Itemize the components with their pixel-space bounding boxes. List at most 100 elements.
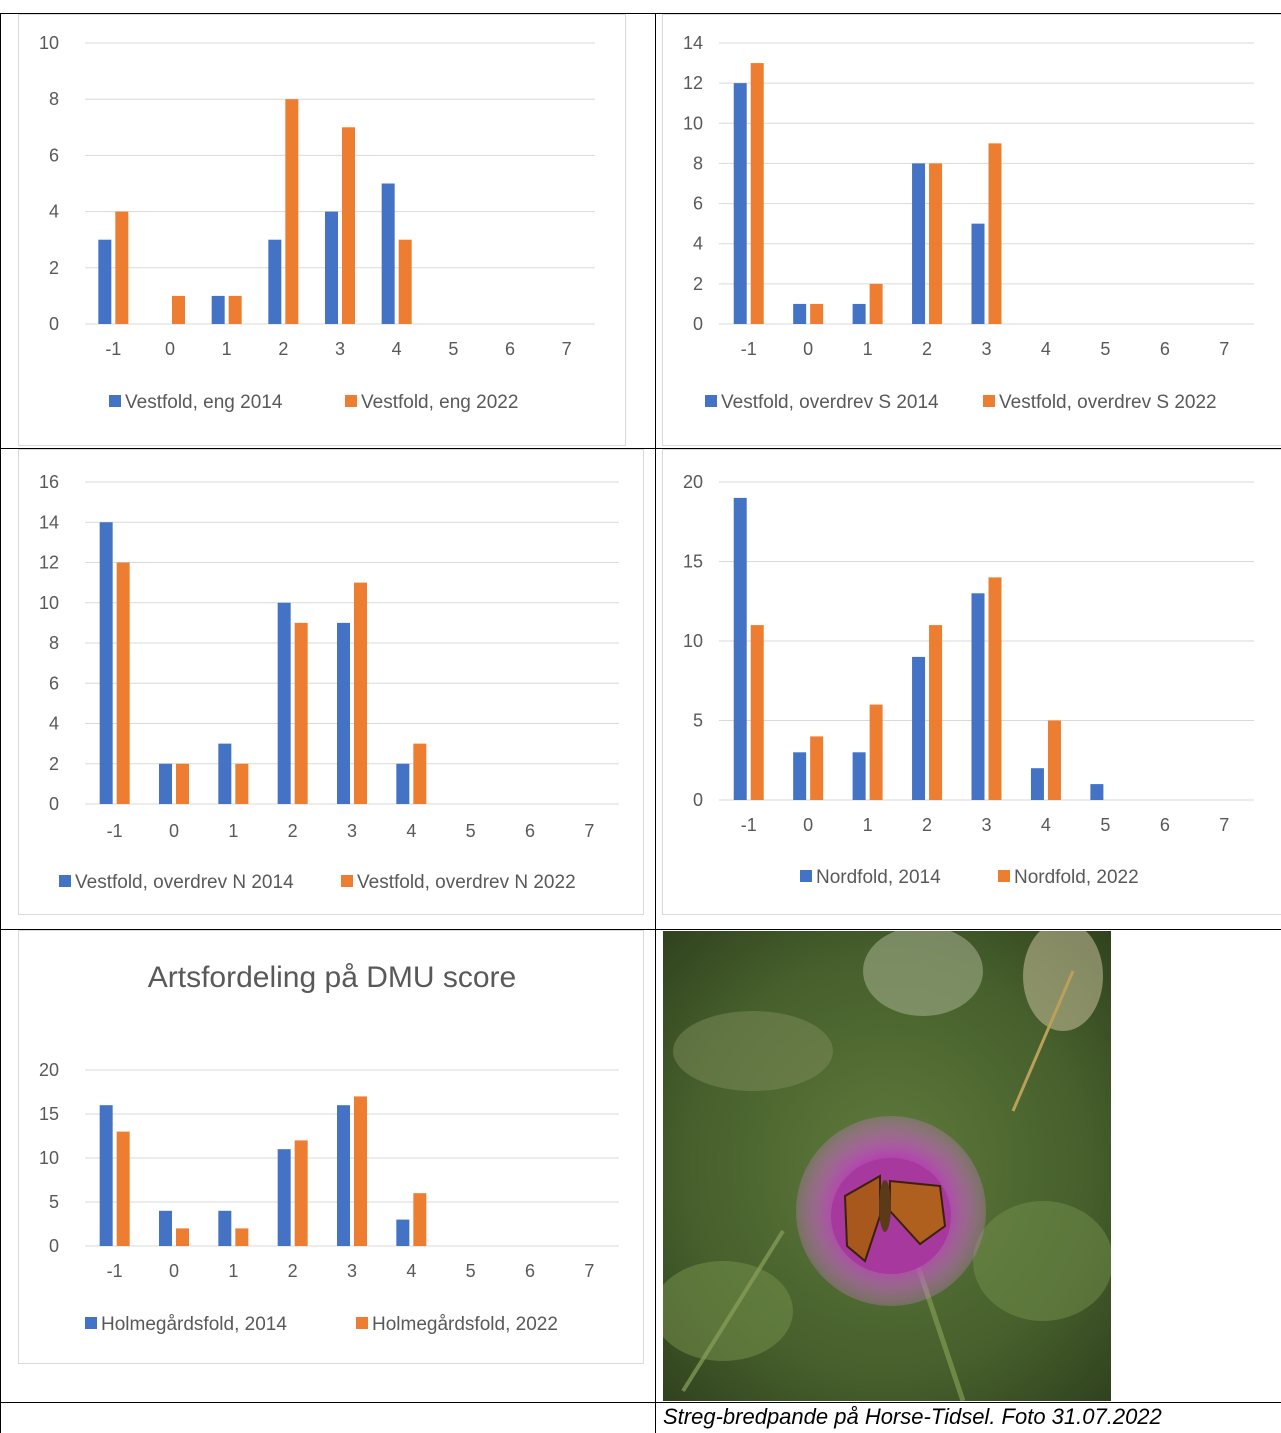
bar-2014 bbox=[277, 602, 291, 804]
bar-2022 bbox=[413, 1193, 427, 1246]
x-tick-label: 6 bbox=[1160, 815, 1170, 835]
y-tick-label: 4 bbox=[49, 714, 59, 734]
butterfly-photo bbox=[663, 931, 1111, 1401]
bar-2022 bbox=[176, 763, 189, 804]
y-tick-label: 12 bbox=[683, 73, 703, 93]
bar-2014 bbox=[325, 211, 338, 324]
bar-2022 bbox=[1047, 720, 1061, 800]
x-tick-label: 0 bbox=[803, 815, 813, 835]
y-tick-label: 8 bbox=[49, 633, 59, 653]
x-tick-label: 6 bbox=[505, 339, 515, 359]
chart-nordfold: 0 5 10 15 20 -1 0 1 2 3 4 5 6 7 Nordfold, 2014 Nordfold… bbox=[662, 449, 1281, 915]
y-tick-label: 5 bbox=[49, 1192, 59, 1212]
bar-2014 bbox=[912, 656, 926, 800]
bar-2014 bbox=[793, 303, 807, 324]
legend-label: Vestfold, eng 2014 bbox=[125, 392, 283, 413]
bar-2014 bbox=[793, 752, 807, 800]
chart-vestfold-overdrev-n: 0 2 4 6 8 10 12 14 16 -1 0 1 2 3 4 5 6 7 Vestfold, overdre… bbox=[18, 449, 644, 915]
x-tick-label: 1 bbox=[228, 821, 238, 841]
y-tick-label: 20 bbox=[39, 1060, 59, 1080]
x-tick-label: 1 bbox=[222, 339, 232, 359]
bar-2014 bbox=[99, 522, 113, 804]
y-tick-label: 10 bbox=[683, 113, 703, 133]
legend-label: Vestfold, overdrev N 2014 bbox=[75, 872, 294, 893]
table-column-divider bbox=[655, 13, 656, 1433]
y-tick-label: 12 bbox=[39, 553, 59, 573]
bar-2014 bbox=[852, 303, 866, 324]
x-tick-label: 0 bbox=[169, 1261, 179, 1281]
x-tick-label: 1 bbox=[863, 339, 873, 359]
bar-2014 bbox=[381, 183, 395, 324]
x-tick-label: 6 bbox=[525, 821, 535, 841]
bar-2022 bbox=[413, 743, 427, 804]
x-tick-label: 4 bbox=[1041, 339, 1051, 359]
x-tick-label: 7 bbox=[584, 821, 594, 841]
table-border-top bbox=[0, 13, 1281, 14]
table-row-divider-3 bbox=[0, 1402, 1281, 1403]
legend-label: Nordfold, 2022 bbox=[1014, 867, 1139, 888]
chart-holmegaardsfold: Artsfordeling på DMU score 0 5 10 15 20 -1 0 1 2 3… bbox=[18, 930, 644, 1364]
x-tick-label: 7 bbox=[1219, 815, 1229, 835]
y-tick-label: 4 bbox=[693, 234, 703, 254]
bar-2022 bbox=[750, 625, 764, 800]
bar-2022 bbox=[116, 562, 130, 804]
bar-2022 bbox=[172, 295, 185, 324]
x-tick-label: 3 bbox=[347, 1261, 357, 1281]
x-tick-label: 2 bbox=[278, 339, 288, 359]
chart-vestfold-eng: 0 2 4 6 8 10 -1 0 1 2 3 4 5 6 7 Vestfold, eng 2014 Vestf… bbox=[18, 14, 626, 446]
y-tick-label: 5 bbox=[693, 711, 703, 731]
x-tick-label: 5 bbox=[448, 339, 458, 359]
y-tick-label: 10 bbox=[39, 593, 59, 613]
bar-2022 bbox=[176, 1228, 189, 1246]
x-tick-label: 2 bbox=[288, 1261, 298, 1281]
bar-2014 bbox=[159, 763, 172, 804]
x-tick-label: 5 bbox=[466, 1261, 476, 1281]
y-tick-label: 2 bbox=[693, 274, 703, 294]
photo-caption: Streg-bredpande på Horse-Tidsel. Foto 31… bbox=[663, 1404, 1162, 1429]
y-tick-label: 4 bbox=[49, 202, 59, 222]
x-tick-label: 5 bbox=[1100, 815, 1110, 835]
y-tick-label: 14 bbox=[683, 33, 703, 53]
legend-swatch bbox=[983, 395, 995, 407]
x-tick-label: -1 bbox=[105, 339, 121, 359]
bar-2014 bbox=[218, 1210, 232, 1246]
butterfly-on-thistle-image bbox=[663, 931, 1111, 1401]
legend-swatch bbox=[341, 875, 353, 887]
x-tick-label: 4 bbox=[406, 1261, 416, 1281]
table-row-divider-1 bbox=[0, 448, 1281, 449]
table-row-divider-2 bbox=[0, 929, 1281, 930]
x-tick-label: 6 bbox=[1160, 339, 1170, 359]
bar-2014 bbox=[733, 83, 747, 325]
x-tick-label: 7 bbox=[584, 1261, 594, 1281]
x-tick-label: 4 bbox=[406, 821, 416, 841]
bar-2022 bbox=[235, 763, 249, 804]
bar-2014 bbox=[159, 1210, 172, 1246]
bar-2022 bbox=[929, 625, 943, 800]
bar-2022 bbox=[398, 239, 412, 324]
x-tick-label: 3 bbox=[981, 815, 991, 835]
bar-2014 bbox=[98, 239, 112, 324]
bar-2022 bbox=[750, 63, 764, 324]
legend-label: Holmegårdsfold, 2014 bbox=[101, 1314, 287, 1335]
x-tick-label: 1 bbox=[228, 1261, 238, 1281]
bar-chart-svg: 0 5 10 15 20 -1 0 1 2 3 4 5 6 7 Nordfold, 2014 Nordfold… bbox=[683, 472, 1254, 888]
x-tick-label: 6 bbox=[525, 1261, 535, 1281]
bar-2022 bbox=[115, 211, 129, 324]
x-tick-label: 2 bbox=[288, 821, 298, 841]
bar-2014 bbox=[733, 497, 747, 800]
y-tick-label: 20 bbox=[683, 472, 703, 492]
butterfly bbox=[843, 1174, 947, 1263]
y-tick-label: 2 bbox=[49, 258, 59, 278]
y-tick-label: 16 bbox=[39, 472, 59, 492]
x-tick-label: 7 bbox=[1219, 339, 1229, 359]
bar-2022 bbox=[285, 99, 299, 324]
bar-2014 bbox=[218, 743, 232, 804]
bar-chart-svg: 0 2 4 6 8 10 -1 0 1 2 3 4 5 6 7 Vestfold, eng 2014 Vestf… bbox=[39, 33, 595, 413]
bar-2014 bbox=[1090, 784, 1104, 800]
x-tick-label: 3 bbox=[981, 339, 991, 359]
bar-2022 bbox=[235, 1228, 249, 1246]
bar-2014 bbox=[396, 1219, 410, 1246]
bar-2014 bbox=[337, 1105, 350, 1246]
legend-swatch bbox=[345, 395, 357, 407]
